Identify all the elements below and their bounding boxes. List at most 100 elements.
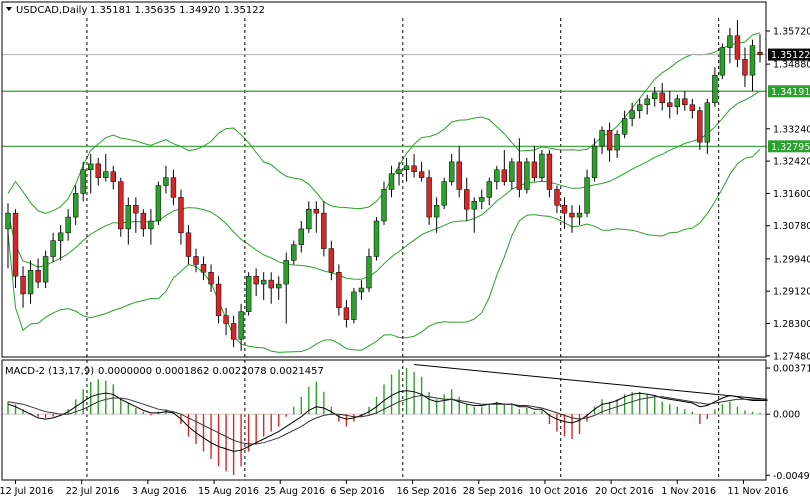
candle bbox=[486, 177, 492, 206]
candle bbox=[569, 205, 575, 233]
candle-body bbox=[561, 204, 568, 214]
candle bbox=[178, 189, 184, 245]
candle bbox=[749, 39, 756, 91]
candle-body bbox=[230, 323, 237, 340]
candle-body bbox=[757, 52, 763, 55]
candle bbox=[433, 197, 440, 233]
candle bbox=[501, 150, 508, 186]
candle bbox=[125, 197, 132, 245]
macd-line bbox=[7, 390, 768, 452]
candle-body bbox=[170, 177, 177, 198]
candle-body bbox=[366, 256, 372, 289]
candle-body bbox=[12, 212, 19, 277]
macd-pane-border bbox=[1, 359, 767, 481]
candle-body bbox=[336, 272, 342, 308]
candle bbox=[373, 217, 380, 261]
candle bbox=[652, 86, 658, 107]
main-pane-border bbox=[1, 1, 767, 358]
candle-body bbox=[381, 189, 387, 222]
candle bbox=[245, 272, 252, 316]
price-tick-label: 1.29940 bbox=[773, 254, 810, 265]
time-tick-label: 10 Oct 2016 bbox=[529, 486, 588, 497]
candle-body bbox=[343, 307, 350, 320]
candle-body bbox=[456, 161, 462, 190]
candle-body bbox=[531, 161, 538, 178]
price-axis: 1.35720 1.34880 1.33240 1.32420 1.31600 1.307… bbox=[766, 27, 810, 482]
candle bbox=[351, 288, 357, 324]
candle bbox=[734, 19, 741, 68]
macd-tick-label: 0.000 bbox=[773, 410, 800, 421]
candle bbox=[133, 197, 139, 233]
candle-body bbox=[742, 59, 748, 76]
candle bbox=[313, 201, 320, 233]
candle-body bbox=[72, 193, 79, 218]
candle bbox=[65, 209, 71, 241]
candle bbox=[614, 130, 620, 158]
candle-body bbox=[358, 287, 365, 293]
candle-body bbox=[418, 171, 425, 178]
candle-body bbox=[388, 173, 395, 190]
candle bbox=[411, 153, 417, 178]
time-tick-label: 22 Jul 2016 bbox=[66, 486, 120, 497]
macd-signal-line bbox=[7, 394, 768, 445]
candle bbox=[35, 258, 41, 289]
level-tags: 1.35122 1.34191 1.32795 bbox=[768, 48, 810, 153]
candle bbox=[27, 260, 34, 304]
candle bbox=[606, 122, 613, 162]
candle bbox=[584, 169, 590, 218]
candle bbox=[298, 221, 304, 253]
candle-body bbox=[178, 197, 184, 234]
candle bbox=[72, 185, 79, 225]
candle-body bbox=[652, 92, 658, 100]
horizontal-levels[interactable] bbox=[2, 54, 766, 147]
candle bbox=[321, 201, 327, 257]
price-tick-label: 1.30780 bbox=[773, 221, 810, 232]
candle-body bbox=[644, 98, 650, 105]
resistance-tag-label: 1.34191 bbox=[771, 87, 810, 98]
candle-body bbox=[223, 315, 229, 324]
macd-trendline[interactable] bbox=[414, 363, 767, 400]
candle bbox=[388, 165, 395, 198]
macd-header: MACD-2 (13,17,9) 0.0000000 0.0001862 0.0… bbox=[5, 366, 324, 377]
price-tick-label: 1.32420 bbox=[773, 157, 810, 168]
time-tick-label: 25 Aug 2016 bbox=[264, 486, 325, 497]
candle bbox=[479, 189, 485, 210]
candle bbox=[148, 209, 154, 245]
candle-body bbox=[591, 145, 598, 178]
candle bbox=[103, 153, 109, 182]
candle bbox=[155, 181, 162, 225]
candle-body bbox=[396, 169, 402, 174]
candle bbox=[704, 98, 711, 154]
candle bbox=[163, 165, 169, 194]
ohlc-values: 1.35181 1.35635 1.34920 1.35122 bbox=[90, 5, 265, 16]
candle-body bbox=[351, 291, 357, 320]
price-tick-label: 1.31600 bbox=[773, 189, 810, 200]
candle-body bbox=[471, 201, 477, 210]
candle bbox=[215, 276, 222, 324]
candle bbox=[140, 209, 147, 237]
price-tick-label: 1.33240 bbox=[773, 124, 810, 135]
price-tick-label: 1.34880 bbox=[773, 60, 810, 71]
candle bbox=[659, 83, 665, 111]
candle bbox=[328, 240, 335, 281]
candle-body bbox=[321, 212, 327, 249]
candle-body bbox=[636, 104, 643, 111]
price-tick-label: 1.27480 bbox=[773, 351, 810, 362]
candle-body bbox=[486, 181, 492, 198]
candle bbox=[742, 47, 748, 87]
candle-body bbox=[719, 47, 726, 76]
macd-indicator bbox=[2, 363, 768, 476]
candle bbox=[230, 315, 237, 348]
candle bbox=[712, 67, 718, 107]
candle bbox=[358, 280, 365, 300]
middle-band-line bbox=[7, 90, 761, 280]
candle-body bbox=[245, 275, 252, 312]
candle bbox=[193, 248, 199, 273]
time-tick-label: 16 Sep 2016 bbox=[397, 486, 457, 497]
current-price-tag-bg bbox=[768, 48, 810, 61]
candle-body bbox=[599, 130, 605, 147]
candle bbox=[719, 43, 726, 80]
support-tag-label: 1.32795 bbox=[771, 142, 810, 153]
collapse-triangle-icon[interactable] bbox=[6, 7, 12, 11]
